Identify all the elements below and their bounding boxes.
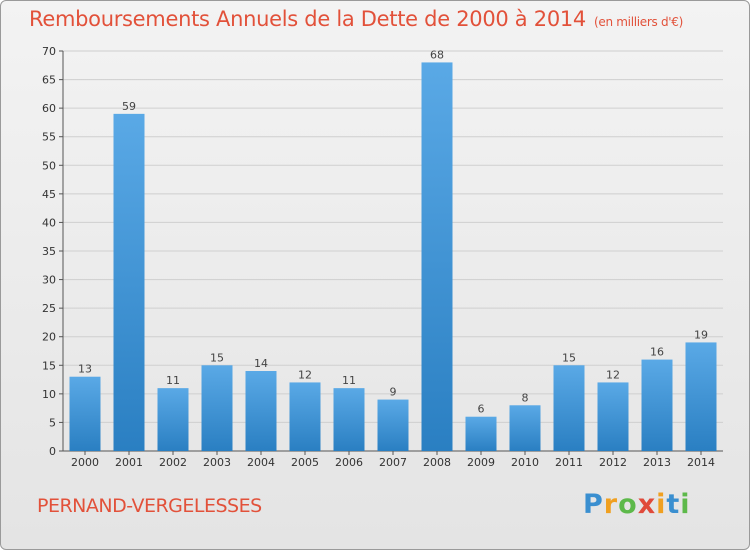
data-label: 11 xyxy=(166,374,180,387)
chart-title: Remboursements Annuels de la Dette de 20… xyxy=(29,7,683,31)
logo-letter: i xyxy=(656,489,667,520)
data-label: 11 xyxy=(342,374,356,387)
bar xyxy=(333,388,365,451)
data-label: 6 xyxy=(478,403,485,416)
x-tick-label: 2008 xyxy=(423,456,451,469)
y-tick-label: 30 xyxy=(42,274,56,287)
bars xyxy=(69,62,717,452)
data-label: 15 xyxy=(562,351,576,364)
data-label: 12 xyxy=(606,368,620,381)
y-tick-label: 35 xyxy=(42,245,56,258)
data-label: 9 xyxy=(390,386,397,399)
bar xyxy=(245,371,277,451)
bar xyxy=(201,365,233,451)
x-tick-label: 2002 xyxy=(159,456,187,469)
x-tick-label: 2010 xyxy=(511,456,539,469)
y-tick-label: 50 xyxy=(42,159,56,172)
x-tick-label: 2005 xyxy=(291,456,319,469)
data-label: 59 xyxy=(122,100,136,113)
data-label: 12 xyxy=(298,368,312,381)
bar xyxy=(113,113,145,451)
data-label: 8 xyxy=(522,391,529,404)
bar xyxy=(641,359,673,451)
commune-name: PERNAND-VERGELESSES xyxy=(37,495,262,517)
y-tick-label: 25 xyxy=(42,302,56,315)
x-tick-label: 2013 xyxy=(643,456,671,469)
bar xyxy=(553,365,585,451)
x-tick-label: 2006 xyxy=(335,456,363,469)
data-label: 16 xyxy=(650,346,664,359)
x-tick-label: 2012 xyxy=(599,456,627,469)
bar xyxy=(421,62,453,452)
chart-unit-note: (en milliers d'€) xyxy=(594,15,684,29)
logo-letter: x xyxy=(637,489,657,520)
x-tick-label: 2003 xyxy=(203,456,231,469)
y-tick-label: 70 xyxy=(42,45,56,58)
y-tick-label: 10 xyxy=(42,388,56,401)
y-tick-label: 40 xyxy=(42,216,56,229)
chart-title-text: Remboursements Annuels de la Dette de 20… xyxy=(29,7,586,31)
y-tick-label: 55 xyxy=(42,131,56,144)
bar xyxy=(465,416,497,451)
logo-letter: P xyxy=(583,489,604,520)
logo-letter: r xyxy=(603,489,619,520)
data-label: 68 xyxy=(430,48,444,61)
y-tick-label: 45 xyxy=(42,188,56,201)
y-axis: 0 5 10 15 20 25 30 35 40 45 50 55 60 65 70 xyxy=(42,45,64,458)
x-tick-label: 2007 xyxy=(379,456,407,469)
bar xyxy=(597,382,629,451)
bar xyxy=(377,399,409,451)
x-tick-label: 2000 xyxy=(71,456,99,469)
y-tick-label: 20 xyxy=(42,331,56,344)
y-tick-label: 5 xyxy=(49,416,56,429)
y-tick-label: 15 xyxy=(42,359,56,372)
x-tick-label: 2014 xyxy=(687,456,715,469)
proxiti-logo: Proxiti xyxy=(583,489,691,520)
bar xyxy=(157,388,189,451)
y-tick-label: 65 xyxy=(42,74,56,87)
y-tick-label: 0 xyxy=(49,445,56,458)
y-tick-label: 60 xyxy=(42,102,56,115)
x-tick-label: 2009 xyxy=(467,456,495,469)
bar xyxy=(289,382,321,451)
data-label: 19 xyxy=(694,328,708,341)
data-label: 13 xyxy=(78,363,92,376)
bar xyxy=(69,376,101,451)
logo-letter: i xyxy=(680,489,691,520)
logo-letter: o xyxy=(618,489,638,520)
x-tick-label: 2011 xyxy=(555,456,583,469)
x-tick-label: 2001 xyxy=(115,456,143,469)
x-tick-label: 2004 xyxy=(247,456,275,469)
bar xyxy=(685,342,717,451)
data-label: 15 xyxy=(210,351,224,364)
logo-letter: t xyxy=(666,489,681,520)
data-label: 14 xyxy=(254,357,268,370)
bar xyxy=(509,405,541,451)
x-axis: 2000 2001 2002 2003 2004 2005 2006 2007 2008 2009… xyxy=(63,450,723,469)
